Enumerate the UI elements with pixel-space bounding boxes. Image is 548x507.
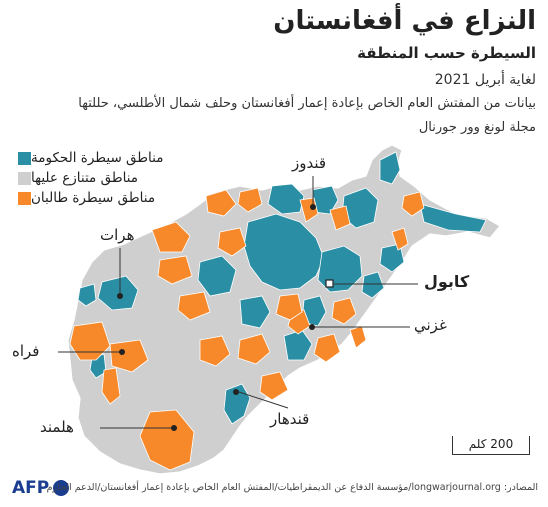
taliban-area-zabul [259, 371, 289, 401]
legend-item-contested: مناطق متنازع عليها [12, 168, 192, 188]
city-label-helmand: هلمند [40, 418, 74, 436]
source-text-line2: مجلة لونغ وور جورنال [418, 120, 536, 135]
taliban-area-helmand [139, 409, 195, 471]
taliban-area-paktika [313, 333, 341, 363]
gov-area-east [361, 271, 385, 299]
date-text: لغاية أبريل 2021 [434, 72, 536, 88]
ghazni-marker [309, 324, 315, 330]
legend-item-government: مناطق سيطرة الحكومة [12, 148, 192, 168]
kandahar-marker [233, 389, 239, 395]
source-text-line1: بيانات من المفتش العام الخاص بإعادة إعما… [78, 96, 536, 111]
gov-area-north [267, 183, 305, 215]
taliban-area-farah [69, 321, 111, 361]
taliban-area-farah-2 [109, 339, 149, 373]
taliban-area-uruzgan [237, 333, 271, 365]
gov-area-kandahar [223, 383, 251, 425]
taliban-area-badghis [157, 255, 193, 285]
taliban-area-khost [349, 325, 367, 349]
city-label-farah: فراه [12, 342, 40, 360]
afp-logo: AFP [12, 478, 70, 498]
city-label-herat: هرات [100, 226, 135, 244]
gov-area-central [243, 213, 325, 291]
legend: مناطق سيطرة الحكومة مناطق متنازع عليها م… [12, 148, 192, 208]
gov-area-badakhshan [379, 151, 401, 185]
taliban-area-baghlan [329, 205, 351, 231]
taliban-area-faryab [151, 221, 191, 253]
afp-logo-dot [53, 480, 70, 496]
leader-lines [58, 176, 418, 429]
taliban-areas [69, 187, 425, 471]
taliban-area-west-strip [101, 367, 121, 405]
legend-item-taliban: مناطق سيطرة طالبان [12, 188, 192, 208]
gov-area-centre-south [239, 295, 271, 329]
city-label-ghazni: غزني [414, 316, 447, 334]
page-subtitle: السيطرة حسب المنطقة [357, 44, 536, 62]
sources-text: المصادر: longwarjournal.org/مؤسسة الدفاع… [46, 482, 538, 493]
farah-marker [119, 349, 125, 355]
kabul-marker [325, 279, 334, 288]
taliban-area-north-2 [237, 187, 263, 213]
city-label-kandahar: قندهار [270, 410, 310, 428]
taliban-area-central-north [217, 227, 247, 257]
city-label-kunduz: قندوز [292, 154, 327, 172]
gov-area-herat [97, 275, 139, 311]
taliban-area-ghor [177, 291, 211, 321]
gov-area-west [77, 283, 97, 307]
herat-marker [117, 293, 123, 299]
gov-area-wakhan [419, 203, 487, 233]
legend-swatch-government [18, 151, 31, 165]
legend-label-contested: مناطق متنازع عليها [31, 170, 139, 186]
taliban-area-logar [331, 297, 357, 325]
legend-label-taliban: مناطق سيطرة طالبان [31, 190, 156, 206]
kunduz-marker [310, 204, 316, 210]
taliban-area-badakhshan [401, 191, 425, 217]
taliban-area-kunar [391, 227, 409, 251]
legend-swatch-contested [18, 171, 31, 185]
legend-swatch-taliban [18, 191, 31, 205]
taliban-area-helmand-north [199, 335, 231, 367]
city-markers [117, 204, 334, 431]
legend-label-government: مناطق سيطرة الحكومة [31, 150, 164, 166]
afp-logo-text: AFP [12, 478, 50, 498]
taliban-area-wardak [275, 293, 303, 321]
taliban-area-north-west [205, 189, 237, 217]
helmand-marker [171, 425, 177, 431]
kandahar-leader [238, 391, 289, 409]
page-title: النزاع في أفغانستان [273, 6, 536, 36]
gov-area-mid-west [197, 255, 237, 297]
city-label-kabul: كابول [424, 272, 470, 291]
scale-bar: 200 كلم [452, 436, 530, 455]
